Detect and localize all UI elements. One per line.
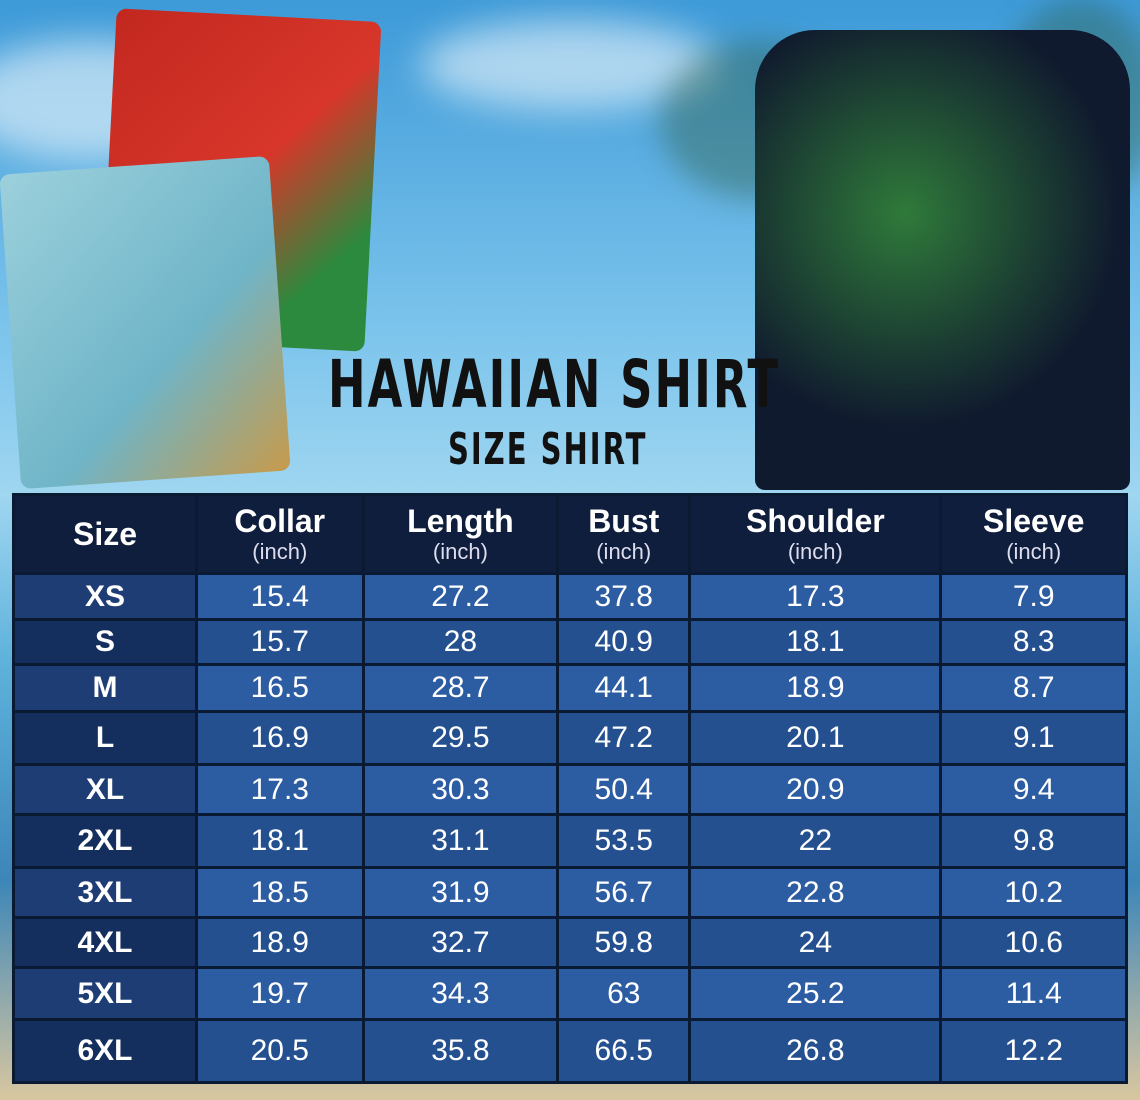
measurement-cell: 28: [364, 621, 557, 663]
measurement-cell: 9.1: [942, 713, 1125, 763]
measurement-cell: 15.7: [198, 621, 362, 663]
measurement-cell: 18.1: [691, 621, 940, 663]
size-cell: 5XL: [15, 969, 195, 1018]
measurement-cell: 53.5: [559, 816, 689, 866]
measurement-cell: 24: [691, 919, 940, 966]
table-row: 2XL 18.1 31.1 53.5 22 9.8: [15, 816, 1125, 866]
measurement-cell: 12.2: [942, 1021, 1125, 1081]
measurement-cell: 31.9: [364, 869, 557, 916]
column-header-shoulder: Shoulder (inch): [691, 496, 940, 572]
measurement-cell: 47.2: [559, 713, 689, 763]
measurement-cell: 8.7: [942, 666, 1125, 710]
measurement-cell: 30.3: [364, 766, 557, 813]
column-header-length: Length (inch): [364, 496, 557, 572]
column-header-sleeve: Sleeve (inch): [942, 496, 1125, 572]
measurement-cell: 63: [559, 969, 689, 1018]
measurement-cell: 31.1: [364, 816, 557, 866]
measurement-cell: 37.8: [559, 575, 689, 618]
measurement-cell: 11.4: [942, 969, 1125, 1018]
size-chart-table: Size Collar (inch) Length (inch) Bust (inch) Sh…: [12, 493, 1128, 1084]
measurement-cell: 20.1: [691, 713, 940, 763]
column-header-unit: (inch): [1006, 539, 1062, 564]
background-cloud: [420, 20, 720, 110]
measurement-cell: 8.3: [942, 621, 1125, 663]
measurement-cell: 66.5: [559, 1021, 689, 1081]
page-title: HAWAIIAN SHIRT: [328, 346, 781, 423]
column-header-size: Size: [15, 496, 195, 572]
measurement-cell: 29.5: [364, 713, 557, 763]
measurement-cell: 34.3: [364, 969, 557, 1018]
model-flamingo-shirt-image: [755, 30, 1130, 490]
measurement-cell: 26.8: [691, 1021, 940, 1081]
measurement-cell: 18.9: [198, 919, 362, 966]
measurement-cell: 9.8: [942, 816, 1125, 866]
measurement-cell: 7.9: [942, 575, 1125, 618]
column-header-unit: (inch): [432, 539, 488, 564]
table-row: 5XL 19.7 34.3 63 25.2 11.4: [15, 969, 1125, 1018]
size-cell: 4XL: [15, 919, 195, 966]
measurement-cell: 16.5: [198, 666, 362, 710]
measurement-cell: 28.7: [364, 666, 557, 710]
measurement-cell: 10.2: [942, 869, 1125, 916]
column-header-unit: (inch): [787, 539, 843, 564]
blue-shirt-image: [0, 155, 291, 490]
table-row: XL 17.3 30.3 50.4 20.9 9.4: [15, 766, 1125, 813]
table-row: 4XL 18.9 32.7 59.8 24 10.6: [15, 919, 1125, 966]
measurement-cell: 56.7: [559, 869, 689, 916]
column-header-label: Shoulder: [746, 503, 885, 539]
size-cell: S: [15, 621, 195, 663]
measurement-cell: 50.4: [559, 766, 689, 813]
measurement-cell: 20.9: [691, 766, 940, 813]
column-header-unit: (inch): [252, 539, 308, 564]
table-header-row: Size Collar (inch) Length (inch) Bust (inch) Sh…: [15, 496, 1125, 572]
measurement-cell: 44.1: [559, 666, 689, 710]
measurement-cell: 40.9: [559, 621, 689, 663]
column-header-label: Size: [72, 516, 138, 552]
column-header-collar: Collar (inch): [198, 496, 362, 572]
size-cell: L: [15, 713, 195, 763]
table-row: XS 15.4 27.2 37.8 17.3 7.9: [15, 575, 1125, 618]
column-header-label: Collar: [234, 503, 326, 539]
measurement-cell: 19.7: [198, 969, 362, 1018]
measurement-cell: 15.4: [198, 575, 362, 618]
measurement-cell: 27.2: [364, 575, 557, 618]
size-cell: 2XL: [15, 816, 195, 866]
measurement-cell: 59.8: [559, 919, 689, 966]
table-row: L 16.9 29.5 47.2 20.1 9.1: [15, 713, 1125, 763]
measurement-cell: 18.5: [198, 869, 362, 916]
measurement-cell: 9.4: [942, 766, 1125, 813]
measurement-cell: 17.3: [198, 766, 362, 813]
measurement-cell: 35.8: [364, 1021, 557, 1081]
size-cell: XS: [15, 575, 195, 618]
measurement-cell: 18.1: [198, 816, 362, 866]
measurement-cell: 22.8: [691, 869, 940, 916]
table-row: 3XL 18.5 31.9 56.7 22.8 10.2: [15, 869, 1125, 916]
column-header-label: Bust: [588, 503, 660, 539]
measurement-cell: 18.9: [691, 666, 940, 710]
size-cell: XL: [15, 766, 195, 813]
table-row: 6XL 20.5 35.8 66.5 26.8 12.2: [15, 1021, 1125, 1081]
size-cell: M: [15, 666, 195, 710]
column-header-label: Length: [407, 503, 514, 539]
measurement-cell: 25.2: [691, 969, 940, 1018]
column-header-unit: (inch): [596, 539, 652, 564]
measurement-cell: 16.9: [198, 713, 362, 763]
column-header-label: Sleeve: [983, 503, 1085, 539]
measurement-cell: 32.7: [364, 919, 557, 966]
column-header-bust: Bust (inch): [559, 496, 689, 572]
size-cell: 6XL: [15, 1021, 195, 1081]
table-row: S 15.7 28 40.9 18.1 8.3: [15, 621, 1125, 663]
page-subtitle: SIZE SHIRT: [448, 424, 648, 475]
size-cell: 3XL: [15, 869, 195, 916]
table-row: M 16.5 28.7 44.1 18.9 8.7: [15, 666, 1125, 710]
measurement-cell: 20.5: [198, 1021, 362, 1081]
measurement-cell: 17.3: [691, 575, 940, 618]
measurement-cell: 22: [691, 816, 940, 866]
measurement-cell: 10.6: [942, 919, 1125, 966]
